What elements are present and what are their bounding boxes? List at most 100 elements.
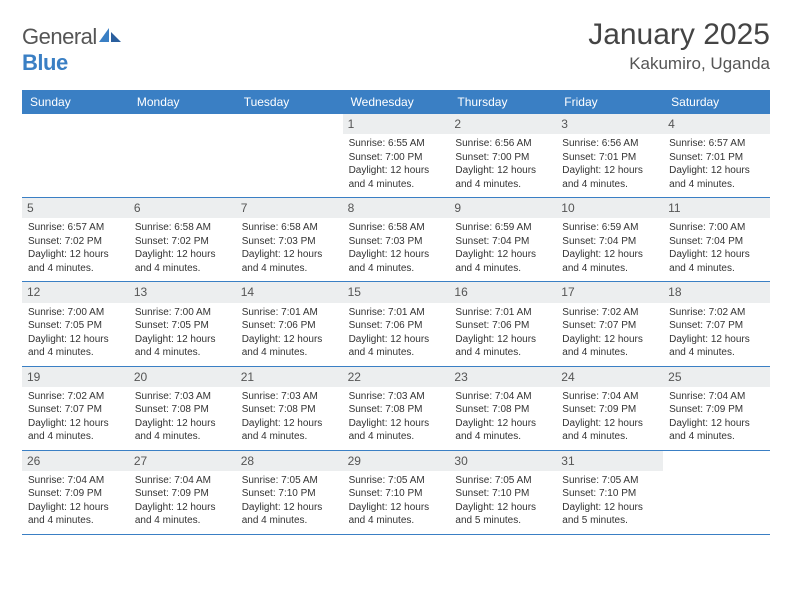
sunrise-line: Sunrise: 6:56 AM [455, 137, 550, 151]
day-cell: 5Sunrise: 6:57 AMSunset: 7:02 PMDaylight… [22, 198, 129, 281]
daylight-line: Daylight: 12 hours and 4 minutes. [28, 417, 123, 444]
sunset-line: Sunset: 7:00 PM [349, 151, 444, 165]
date-number: 30 [449, 451, 556, 471]
day-cell: 21Sunrise: 7:03 AMSunset: 7:08 PMDayligh… [236, 367, 343, 450]
blank-cell [236, 114, 343, 197]
date-number: 8 [343, 198, 450, 218]
daylight-line: Daylight: 12 hours and 4 minutes. [562, 417, 657, 444]
day-cell: 8Sunrise: 6:58 AMSunset: 7:03 PMDaylight… [343, 198, 450, 281]
sunset-line: Sunset: 7:02 PM [135, 235, 230, 249]
day-cell: 24Sunrise: 7:04 AMSunset: 7:09 PMDayligh… [556, 367, 663, 450]
date-number: 9 [449, 198, 556, 218]
day-cell: 22Sunrise: 7:03 AMSunset: 7:08 PMDayligh… [343, 367, 450, 450]
sunset-line: Sunset: 7:08 PM [455, 403, 550, 417]
sunrise-line: Sunrise: 6:57 AM [669, 137, 764, 151]
sunrise-line: Sunrise: 7:03 AM [135, 390, 230, 404]
daylight-line: Daylight: 12 hours and 4 minutes. [669, 333, 764, 360]
sunrise-line: Sunrise: 6:56 AM [562, 137, 657, 151]
date-number: 6 [129, 198, 236, 218]
month-title: January 2025 [588, 18, 770, 52]
date-number: 5 [22, 198, 129, 218]
sunset-line: Sunset: 7:08 PM [349, 403, 444, 417]
daylight-line: Daylight: 12 hours and 4 minutes. [562, 333, 657, 360]
sunset-line: Sunset: 7:03 PM [242, 235, 337, 249]
daylight-line: Daylight: 12 hours and 4 minutes. [135, 501, 230, 528]
sunset-line: Sunset: 7:09 PM [562, 403, 657, 417]
date-number: 29 [343, 451, 450, 471]
day-cell: 29Sunrise: 7:05 AMSunset: 7:10 PMDayligh… [343, 451, 450, 534]
sunset-line: Sunset: 7:07 PM [28, 403, 123, 417]
sunset-line: Sunset: 7:00 PM [455, 151, 550, 165]
daylight-line: Daylight: 12 hours and 4 minutes. [242, 248, 337, 275]
day-cell: 26Sunrise: 7:04 AMSunset: 7:09 PMDayligh… [22, 451, 129, 534]
day-header-row: SundayMondayTuesdayWednesdayThursdayFrid… [22, 90, 770, 114]
sunrise-line: Sunrise: 7:00 AM [135, 306, 230, 320]
day-cell: 15Sunrise: 7:01 AMSunset: 7:06 PMDayligh… [343, 282, 450, 365]
date-number: 23 [449, 367, 556, 387]
week-row: 5Sunrise: 6:57 AMSunset: 7:02 PMDaylight… [22, 198, 770, 282]
day-cell: 6 Sunrise: 6:58 AMSunset: 7:02 PMDaylight… [129, 198, 236, 281]
daylight-line: Daylight: 12 hours and 4 minutes. [349, 417, 444, 444]
location: Kakumiro, Uganda [588, 54, 770, 74]
sunset-line: Sunset: 7:10 PM [349, 487, 444, 501]
sunset-line: Sunset: 7:04 PM [562, 235, 657, 249]
sunset-line: Sunset: 7:04 PM [455, 235, 550, 249]
date-number: 26 [22, 451, 129, 471]
blank-cell [22, 114, 129, 197]
date-number: 15 [343, 282, 450, 302]
daylight-line: Daylight: 12 hours and 4 minutes. [669, 164, 764, 191]
sunrise-line: Sunrise: 7:04 AM [135, 474, 230, 488]
sunset-line: Sunset: 7:10 PM [455, 487, 550, 501]
date-number: 1 [343, 114, 450, 134]
sunset-line: Sunset: 7:09 PM [669, 403, 764, 417]
sunrise-line: Sunrise: 7:02 AM [562, 306, 657, 320]
week-row: 12Sunrise: 7:00 AMSunset: 7:05 PMDayligh… [22, 282, 770, 366]
daylight-line: Daylight: 12 hours and 4 minutes. [669, 417, 764, 444]
week-row: 26Sunrise: 7:04 AMSunset: 7:09 PMDayligh… [22, 451, 770, 535]
day-cell: 1Sunrise: 6:55 AMSunset: 7:00 PMDaylight… [343, 114, 450, 197]
sunrise-line: Sunrise: 7:01 AM [242, 306, 337, 320]
header: General Blue January 2025 Kakumiro, Ugan… [22, 18, 770, 76]
daylight-line: Daylight: 12 hours and 4 minutes. [349, 501, 444, 528]
sunset-line: Sunset: 7:05 PM [135, 319, 230, 333]
day-cell: 10Sunrise: 6:59 AMSunset: 7:04 PMDayligh… [556, 198, 663, 281]
day-cell: 28Sunrise: 7:05 AMSunset: 7:10 PMDayligh… [236, 451, 343, 534]
date-number: 25 [663, 367, 770, 387]
daylight-line: Daylight: 12 hours and 4 minutes. [669, 248, 764, 275]
sunrise-line: Sunrise: 7:02 AM [669, 306, 764, 320]
sunrise-line: Sunrise: 7:00 AM [28, 306, 123, 320]
logo-text-1: General [22, 24, 97, 49]
day-cell: 25Sunrise: 7:04 AMSunset: 7:09 PMDayligh… [663, 367, 770, 450]
sunset-line: Sunset: 7:01 PM [669, 151, 764, 165]
day-cell: 3Sunrise: 6:56 AMSunset: 7:01 PMDaylight… [556, 114, 663, 197]
sunrise-line: Sunrise: 7:01 AM [455, 306, 550, 320]
date-number: 17 [556, 282, 663, 302]
sunset-line: Sunset: 7:03 PM [349, 235, 444, 249]
sunrise-line: Sunrise: 6:58 AM [349, 221, 444, 235]
day-cell: 2Sunrise: 6:56 AMSunset: 7:00 PMDaylight… [449, 114, 556, 197]
logo-sail-icon [99, 24, 121, 50]
sunrise-line: Sunrise: 7:02 AM [28, 390, 123, 404]
date-number: 7 [236, 198, 343, 218]
sunrise-line: Sunrise: 7:04 AM [455, 390, 550, 404]
sunrise-line: Sunrise: 6:59 AM [455, 221, 550, 235]
daylight-line: Daylight: 12 hours and 4 minutes. [135, 417, 230, 444]
day-cell: 19Sunrise: 7:02 AMSunset: 7:07 PMDayligh… [22, 367, 129, 450]
date-number: 22 [343, 367, 450, 387]
logo: General Blue [22, 18, 121, 76]
day-cell: 11Sunrise: 7:00 AMSunset: 7:04 PMDayligh… [663, 198, 770, 281]
logo-text-2: Blue [22, 50, 68, 75]
title-block: January 2025 Kakumiro, Uganda [588, 18, 770, 74]
daylight-line: Daylight: 12 hours and 4 minutes. [349, 333, 444, 360]
week-row: 19Sunrise: 7:02 AMSunset: 7:07 PMDayligh… [22, 367, 770, 451]
day-cell: 7Sunrise: 6:58 AMSunset: 7:03 PMDaylight… [236, 198, 343, 281]
daylight-line: Daylight: 12 hours and 4 minutes. [135, 248, 230, 275]
daylight-line: Daylight: 12 hours and 4 minutes. [242, 333, 337, 360]
date-number: 20 [129, 367, 236, 387]
daylight-line: Daylight: 12 hours and 4 minutes. [455, 417, 550, 444]
sunset-line: Sunset: 7:09 PM [28, 487, 123, 501]
day-cell: 30Sunrise: 7:05 AMSunset: 7:10 PMDayligh… [449, 451, 556, 534]
day-header-cell: Wednesday [343, 90, 450, 114]
sunset-line: Sunset: 7:09 PM [135, 487, 230, 501]
sunrise-line: Sunrise: 6:58 AM [135, 221, 230, 235]
